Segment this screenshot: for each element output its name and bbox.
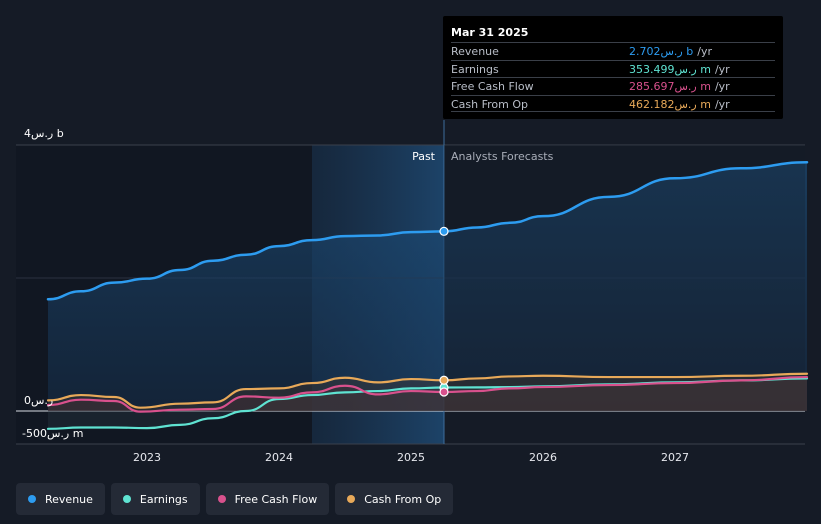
tooltip-row-cfo: Cash From Op 462.182ر.س m /yr	[451, 94, 775, 112]
x-tick-label-0: 2023	[133, 451, 161, 464]
x-tick-label-3: 2026	[529, 451, 557, 464]
legend-item-revenue[interactable]: Revenue	[16, 483, 105, 515]
tooltip-row-value: 353.499ر.س m	[629, 62, 711, 76]
tooltip-row-label: Earnings	[451, 62, 499, 76]
y-tick-label-2: -500ر.س m	[22, 427, 83, 440]
tooltip-row-value: 285.697ر.س m	[629, 80, 711, 93]
tooltip-row-label: Cash From Op	[451, 97, 529, 111]
legend-label: Cash From Op	[364, 492, 442, 506]
forecast-label: Analysts Forecasts	[451, 150, 554, 163]
x-tick-label-1: 2024	[265, 451, 293, 464]
cfo-line	[46, 372, 809, 409]
tooltip-row-earnings: Earnings 353.499ر.س m /yr	[451, 59, 775, 78]
tooltip: Mar 31 2025 Revenue 2.702ر.س b /yr Earni…	[443, 16, 783, 119]
legend-label: Free Cash Flow	[234, 492, 318, 506]
past-label: Past	[412, 150, 436, 163]
tooltip-row-fcf: Free Cash Flow 285.697ر.س m /yr	[451, 77, 775, 95]
cfo-marker	[439, 375, 449, 385]
legend-label: Revenue	[45, 492, 93, 506]
revenue-dot-icon	[28, 495, 36, 503]
tooltip-row-revenue: Revenue 2.702ر.س b /yr	[451, 42, 775, 60]
revenue-marker	[439, 226, 449, 236]
tooltip-row-label: Free Cash Flow	[451, 80, 534, 93]
legend-item-fcf[interactable]: Free Cash Flow	[205, 483, 330, 515]
tooltip-row-label: Revenue	[451, 45, 499, 58]
revenue-area	[48, 162, 807, 411]
y-tick-label-1: 0ر.س	[24, 394, 53, 407]
forecast-shade	[444, 145, 805, 411]
fcf-marker	[439, 387, 449, 397]
tooltip-row-value: 462.182ر.س m	[629, 97, 711, 111]
y-tick-label-0: 4ر.س b	[24, 127, 64, 140]
fcf-dot-icon	[217, 495, 226, 503]
legend-item-earnings[interactable]: Earnings	[110, 483, 200, 515]
tooltip-row-value: 2.702ر.س b	[629, 45, 694, 58]
x-tick-label-4: 2027	[661, 451, 689, 464]
cfo-dot-icon	[347, 495, 356, 503]
tooltip-row-unit: /yr	[714, 62, 730, 76]
legend-label: Earnings	[139, 492, 188, 506]
tooltip-row-unit: /yr	[714, 80, 730, 93]
earnings-area	[48, 378, 807, 429]
legend-item-cfo[interactable]: Cash From Op	[335, 483, 454, 515]
x-tick-label-2: 2025	[397, 451, 425, 464]
legend: Revenue Earnings Free Cash Flow Cash Fro…	[16, 483, 454, 515]
fcf-line	[46, 375, 809, 413]
tooltip-row-unit: /yr	[714, 97, 730, 111]
tooltip-date: Mar 31 2025	[451, 26, 529, 39]
revenue-line	[46, 161, 809, 301]
earnings-dot-icon	[122, 495, 131, 503]
tooltip-row-unit: /yr	[697, 45, 712, 58]
